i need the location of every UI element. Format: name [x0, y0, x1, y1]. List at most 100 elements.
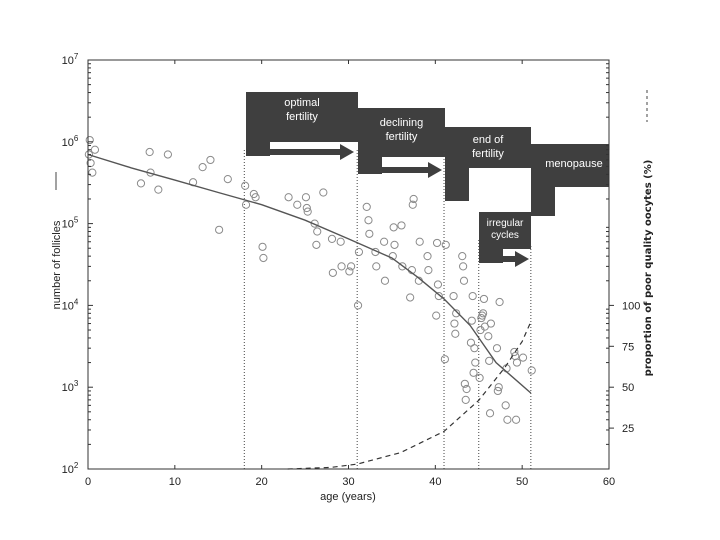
follicle-model-curve [87, 153, 532, 394]
y-tick-label: 102 [62, 461, 79, 476]
follicle-data-point [484, 332, 493, 341]
x-axis-label: age (years) [320, 491, 376, 503]
follicle-data-point [449, 291, 458, 301]
follicle-data-point [511, 415, 521, 424]
axes: 0 10 20 30 40 50 60 102 103 104 105 106 107 25 50 75 100 [62, 52, 641, 488]
follicle-data-point [423, 252, 432, 261]
y-tick-label: 107 [62, 52, 79, 67]
stage-arrow-head [533, 200, 553, 212]
x-tick-label: 10 [169, 476, 181, 488]
follicle-data-point [136, 179, 146, 188]
follicle-data-point [301, 193, 311, 202]
fertility-stage-annotations: optimal fertility declining fertility end of… [246, 92, 609, 267]
follicle-data-point [336, 237, 345, 246]
follicle-data-point [459, 276, 469, 285]
x-tick-label: 0 [85, 476, 91, 488]
follicle-data-point [312, 240, 321, 249]
follicle-data-point [501, 401, 510, 410]
stage-arrow-shaft [260, 149, 342, 155]
follicle-data-point [293, 200, 302, 209]
poor-quality-oocyte-curve [287, 321, 532, 470]
follicle-data-point [85, 135, 94, 145]
follicle-data-point [327, 234, 337, 244]
follicle-data-point [458, 252, 467, 261]
follicle-data-point [372, 262, 381, 271]
y2-tick-label: 25 [622, 423, 634, 435]
follicle-data-point [470, 344, 479, 353]
stage-box [358, 108, 445, 157]
follicle-data-point [479, 294, 489, 304]
follicle-data-point [471, 358, 480, 367]
follicle-data-point [163, 150, 172, 159]
y-tick-label: 105 [62, 216, 79, 231]
follicle-data-point [510, 347, 519, 357]
stage-arrow-shaft [372, 167, 430, 173]
follicle-data-point [241, 200, 251, 209]
y-axis-label: number of follicles [51, 220, 63, 309]
follicle-data-point [154, 185, 163, 194]
follicle-data-point [223, 174, 232, 184]
stage-label: optimal fertility [284, 97, 319, 123]
follicle-data-point [495, 297, 504, 307]
follicle-data-point [462, 384, 471, 394]
stage-box [246, 92, 358, 142]
follicle-data-point [362, 202, 371, 212]
stage-boundary-lines [243, 150, 532, 469]
follicle-data-point [88, 168, 97, 177]
stage-arrow-head [428, 162, 442, 178]
follicle-data-point [241, 181, 250, 190]
data-curves [87, 153, 532, 470]
follicle-data-point [258, 242, 267, 251]
follicle-data-point [432, 238, 442, 248]
follicle-data-point [389, 223, 398, 232]
follicle-data-point [493, 386, 502, 396]
follicle-data-point [469, 368, 478, 377]
follicle-data-point [354, 247, 364, 257]
stage-arrow-head [515, 251, 529, 267]
y-tick-label: 106 [62, 134, 79, 149]
y2-tick-label: 50 [622, 382, 634, 394]
follicle-data-point [461, 395, 470, 404]
follicle-data-point [406, 293, 415, 302]
follicle-data-point [486, 319, 496, 328]
follicle-data-point [494, 383, 503, 392]
x-tick-label: 50 [516, 476, 528, 488]
y2-tick-label: 75 [622, 341, 634, 353]
follicle-data-point [145, 147, 154, 157]
x-tick-label: 60 [603, 476, 615, 488]
stage-box [479, 212, 531, 249]
y2-tick-label: 100 [622, 300, 640, 312]
y2-axis-label: proportion of poor quality oocytes (%) [643, 160, 654, 377]
follicle-data-point [459, 262, 468, 271]
follicle-data-point [408, 200, 417, 209]
stage-arrow-shaft [493, 256, 517, 262]
follicle-data-point [478, 309, 488, 318]
stage-box [531, 144, 609, 187]
follicle-data-point [251, 193, 260, 202]
follicle-data-point [467, 316, 476, 325]
follicle-data-point [452, 309, 461, 318]
y-tick-label: 103 [62, 379, 79, 394]
follicle-data-point [390, 240, 399, 249]
follicle-data-point [328, 268, 337, 277]
stage-label: declining fertility [380, 117, 423, 143]
follicle-data-point [432, 311, 441, 320]
follicle-data-point [398, 262, 407, 271]
follicle-data-point [409, 194, 418, 204]
follicle-data-point [460, 379, 469, 388]
follicle-data-point [475, 373, 484, 382]
follicle-data-point [259, 253, 268, 263]
follicle-data-point [206, 155, 215, 165]
follicle-data-point [90, 145, 100, 154]
follicle-data-point [527, 366, 536, 375]
stage-label: irregular cycles [487, 218, 524, 241]
follicle-data-point [468, 291, 477, 301]
follicle-data-point [380, 237, 389, 246]
stage-arrow-head [447, 185, 467, 197]
stage-label: menopause [545, 158, 603, 170]
follicle-data-point [450, 319, 459, 328]
x-tick-label: 40 [429, 476, 441, 488]
follicle-data-point [198, 163, 207, 172]
follicle-data-point [353, 301, 363, 310]
